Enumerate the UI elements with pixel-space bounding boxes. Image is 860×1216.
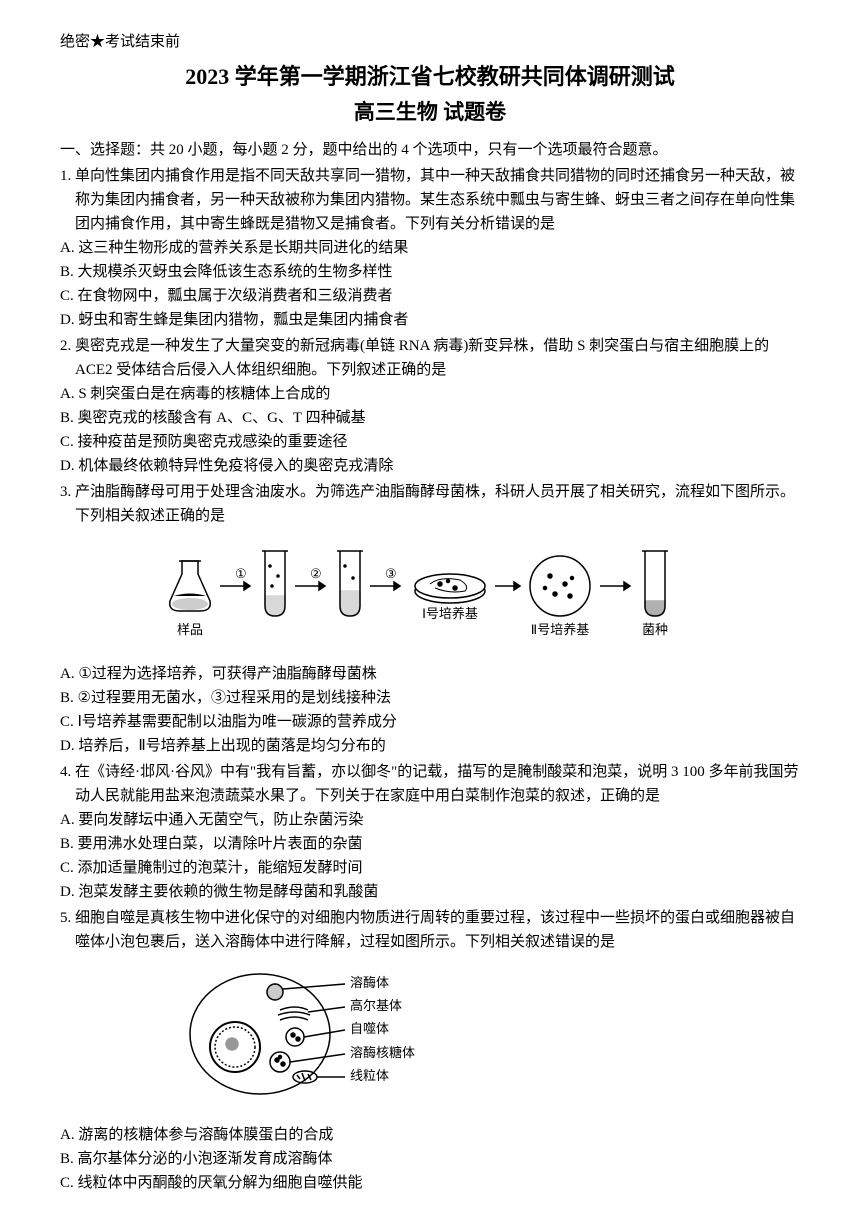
q5-label-autolysosome: 溶酶核糖体	[350, 1045, 415, 1060]
q3-label-sample: 样品	[177, 622, 203, 637]
q3-label-step3: ③	[385, 566, 397, 581]
q5-option-a: A. 游离的核糖体参与溶酶体膜蛋白的合成	[60, 1123, 800, 1147]
q3-label-step1: ①	[235, 566, 247, 581]
q4-option-d: D. 泡菜发酵主要依赖的微生物是酵母菌和乳酸菌	[60, 880, 800, 904]
q3-figure: ① ② ③ 样品 Ⅰ号培养基 Ⅱ号培养基 菌种	[60, 536, 800, 654]
header-confidential-note: 绝密★考试结束前	[60, 30, 800, 54]
q5-stem: 5. 细胞自噬是真核生物中进化保守的对细胞内物质进行周转的重要过程，该过程中一些…	[60, 906, 800, 954]
q1-option-b: B. 大规模杀灭蚜虫会降低该生态系统的生物多样性	[60, 260, 800, 284]
q3-option-a: A. ①过程为选择培养，可获得产油脂酶酵母菌株	[60, 662, 800, 686]
q4-stem: 4. 在《诗经·邶风·谷风》中有"我有旨蓄，亦以御冬"的记载，描写的是腌制酸菜和…	[60, 760, 800, 808]
q3-option-b: B. ②过程要用无菌水，③过程采用的是划线接种法	[60, 686, 800, 710]
q5-option-b: B. 高尔基体分泌的小泡逐渐发育成溶酶体	[60, 1147, 800, 1171]
q5-figure: 溶酶体 高尔基体 自噬体 溶酶核糖体 线粒体	[60, 962, 800, 1115]
q1-option-a: A. 这三种生物形成的营养关系是长期共同进化的结果	[60, 236, 800, 260]
q2-option-d: D. 机体最终依赖特异性免疫将侵入的奥密克戎清除	[60, 454, 800, 478]
q3-label-strain: 菌种	[642, 622, 668, 637]
q3-stem: 3. 产油脂酶酵母可用于处理含油废水。为筛选产油脂酶酵母菌株，科研人员开展了相关…	[60, 480, 800, 528]
q4-option-c: C. 添加适量腌制过的泡菜汁，能缩短发酵时间	[60, 856, 800, 880]
q1-option-c: C. 在食物网中，瓢虫属于次级消费者和三级消费者	[60, 284, 800, 308]
q1-option-d: D. 蚜虫和寄生蜂是集团内猎物，瓢虫是集团内捕食者	[60, 308, 800, 332]
exam-title-sub: 高三生物 试题卷	[60, 96, 800, 130]
q3-option-c: C. Ⅰ号培养基需要配制以油脂为唯一碳源的营养成分	[60, 710, 800, 734]
exam-title-main: 2023 学年第一学期浙江省七校教研共同体调研测试	[60, 59, 800, 94]
q4-option-a: A. 要向发酵坛中通入无菌空气，防止杂菌污染	[60, 808, 800, 832]
q5-option-c: C. 线粒体中丙酮酸的厌氧分解为细胞自噬供能	[60, 1171, 800, 1195]
q5-label-golgi: 高尔基体	[350, 998, 402, 1013]
q5-label-autophagosome: 自噬体	[350, 1021, 389, 1036]
q3-label-step2: ②	[310, 566, 322, 581]
q3-label-medium2: Ⅱ号培养基	[531, 622, 589, 637]
q4-option-b: B. 要用沸水处理白菜，以清除叶片表面的杂菌	[60, 832, 800, 856]
q3-label-medium1: Ⅰ号培养基	[422, 606, 478, 621]
q3-flowchart-svg: ① ② ③ 样品 Ⅰ号培养基 Ⅱ号培养基 菌种	[150, 536, 710, 646]
q3-option-d: D. 培养后，Ⅱ号培养基上出现的菌落是均匀分布的	[60, 734, 800, 758]
q1-stem: 1. 单向性集团内捕食作用是指不同天敌共享同一猎物，其中一种天敌捕食共同猎物的同…	[60, 164, 800, 236]
q5-label-lysosome: 溶酶体	[350, 975, 389, 990]
section-instruction: 一、选择题：共 20 小题，每小题 2 分，题中给出的 4 个选项中，只有一个选…	[60, 138, 800, 162]
q2-option-c: C. 接种疫苗是预防奥密克戎感染的重要途径	[60, 430, 800, 454]
q2-stem: 2. 奥密克戎是一种发生了大量突变的新冠病毒(单链 RNA 病毒)新变异株，借助…	[60, 334, 800, 382]
q5-label-mitochondria: 线粒体	[350, 1068, 389, 1083]
q5-cell-svg: 溶酶体 高尔基体 自噬体 溶酶核糖体 线粒体	[180, 962, 440, 1107]
q2-option-b: B. 奥密克戎的核酸含有 A、C、G、T 四种碱基	[60, 406, 800, 430]
q2-option-a: A. S 刺突蛋白是在病毒的核糖体上合成的	[60, 382, 800, 406]
